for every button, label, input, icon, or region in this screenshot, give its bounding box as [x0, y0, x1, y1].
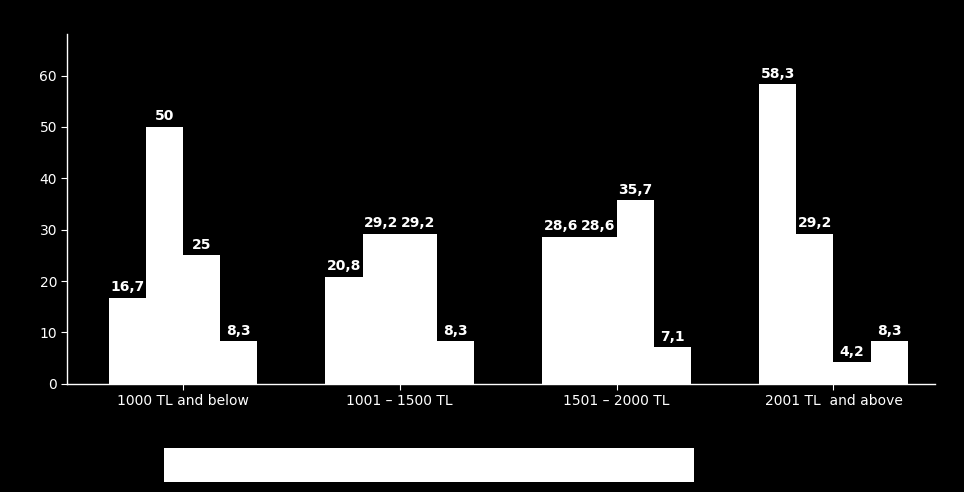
Bar: [146, 127, 183, 384]
Bar: [870, 341, 908, 384]
Bar: [362, 234, 400, 384]
Text: 50: 50: [154, 109, 174, 123]
Text: 29,2: 29,2: [364, 216, 398, 230]
Bar: [617, 200, 654, 384]
Text: 58,3: 58,3: [761, 67, 795, 81]
Text: 28,6: 28,6: [544, 219, 578, 233]
Bar: [400, 234, 437, 384]
Bar: [183, 255, 220, 384]
Text: 28,6: 28,6: [581, 219, 615, 233]
Text: 7,1: 7,1: [660, 330, 684, 344]
Text: 8,3: 8,3: [877, 324, 901, 338]
Bar: [326, 277, 362, 384]
Text: 35,7: 35,7: [618, 183, 653, 197]
Bar: [760, 84, 796, 384]
Bar: [654, 347, 691, 384]
Text: 8,3: 8,3: [443, 324, 468, 338]
Bar: [579, 237, 617, 384]
Bar: [220, 341, 257, 384]
Bar: [834, 362, 870, 384]
Bar: [543, 237, 579, 384]
Bar: [437, 341, 474, 384]
Text: 8,3: 8,3: [227, 324, 251, 338]
Bar: [796, 234, 834, 384]
Text: 4,2: 4,2: [840, 344, 865, 359]
Text: 29,2: 29,2: [798, 216, 832, 230]
Text: 25: 25: [192, 238, 211, 252]
Text: 20,8: 20,8: [327, 259, 362, 274]
Bar: [109, 298, 146, 384]
Text: 29,2: 29,2: [401, 216, 436, 230]
Text: 16,7: 16,7: [110, 280, 145, 294]
